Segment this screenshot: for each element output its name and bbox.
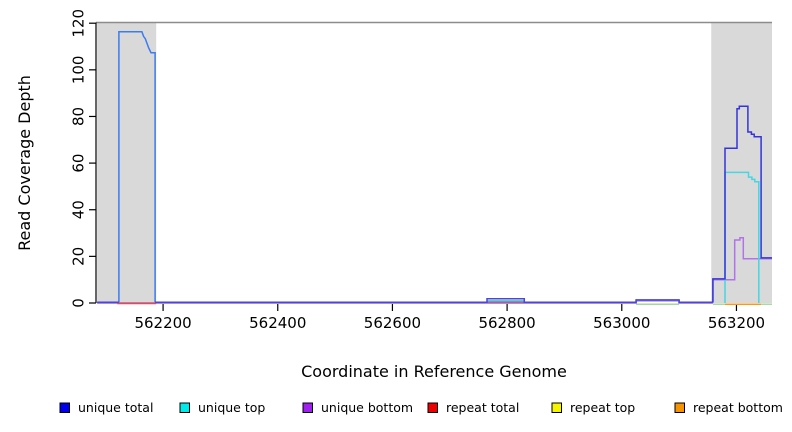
y-tick-label: 80 xyxy=(69,107,87,126)
y-tick-label: 0 xyxy=(69,298,87,308)
series-unique-bottom xyxy=(97,299,713,304)
legend-swatch-unique-bottom xyxy=(302,402,313,413)
x-tick-label: 563000 xyxy=(593,314,650,332)
x-tick-label: 562400 xyxy=(249,314,306,332)
legend-swatch-unique-total xyxy=(59,402,70,413)
y-axis-title: Read Coverage Depth xyxy=(15,75,34,251)
y-tick-label: 20 xyxy=(69,247,87,266)
legend-label-repeat-top: repeat top xyxy=(570,400,635,415)
legend-swatch-repeat-total xyxy=(427,402,438,413)
series-unique-top xyxy=(724,171,760,303)
legend-label-unique-top: unique top xyxy=(198,400,265,415)
legend-label-unique-total: unique total xyxy=(78,400,153,415)
legend-label-repeat-total: repeat total xyxy=(446,400,519,415)
x-axis-title: Coordinate in Reference Genome xyxy=(301,362,567,381)
legend-swatch-repeat-bottom xyxy=(674,402,685,413)
legend-swatch-repeat-top xyxy=(551,402,562,413)
highlight-band xyxy=(711,22,772,303)
highlight-band xyxy=(97,22,157,303)
y-tick-label: 100 xyxy=(69,56,87,85)
x-tick-label: 562800 xyxy=(478,314,535,332)
series-unique-bottom xyxy=(712,236,772,303)
legend-swatch-unique-top xyxy=(179,402,190,413)
y-tick-label: 120 xyxy=(69,9,87,38)
y-tick-label: 40 xyxy=(69,200,87,219)
x-tick-label: 563200 xyxy=(708,314,765,332)
legend-label-unique-bottom: unique bottom xyxy=(321,400,413,415)
plot-generated-layers: 0 20 40 60 80 100 120 562200 562400 562600 562800 5… xyxy=(59,9,783,415)
series-unique-total xyxy=(118,30,156,303)
series-unique-total xyxy=(712,105,772,303)
y-tick-label: 60 xyxy=(69,154,87,173)
legend-label-repeat-bottom: repeat bottom xyxy=(693,400,783,415)
x-tick-label: 562600 xyxy=(364,314,421,332)
x-tick-label: 562200 xyxy=(134,314,191,332)
series-unique-total xyxy=(155,297,713,303)
